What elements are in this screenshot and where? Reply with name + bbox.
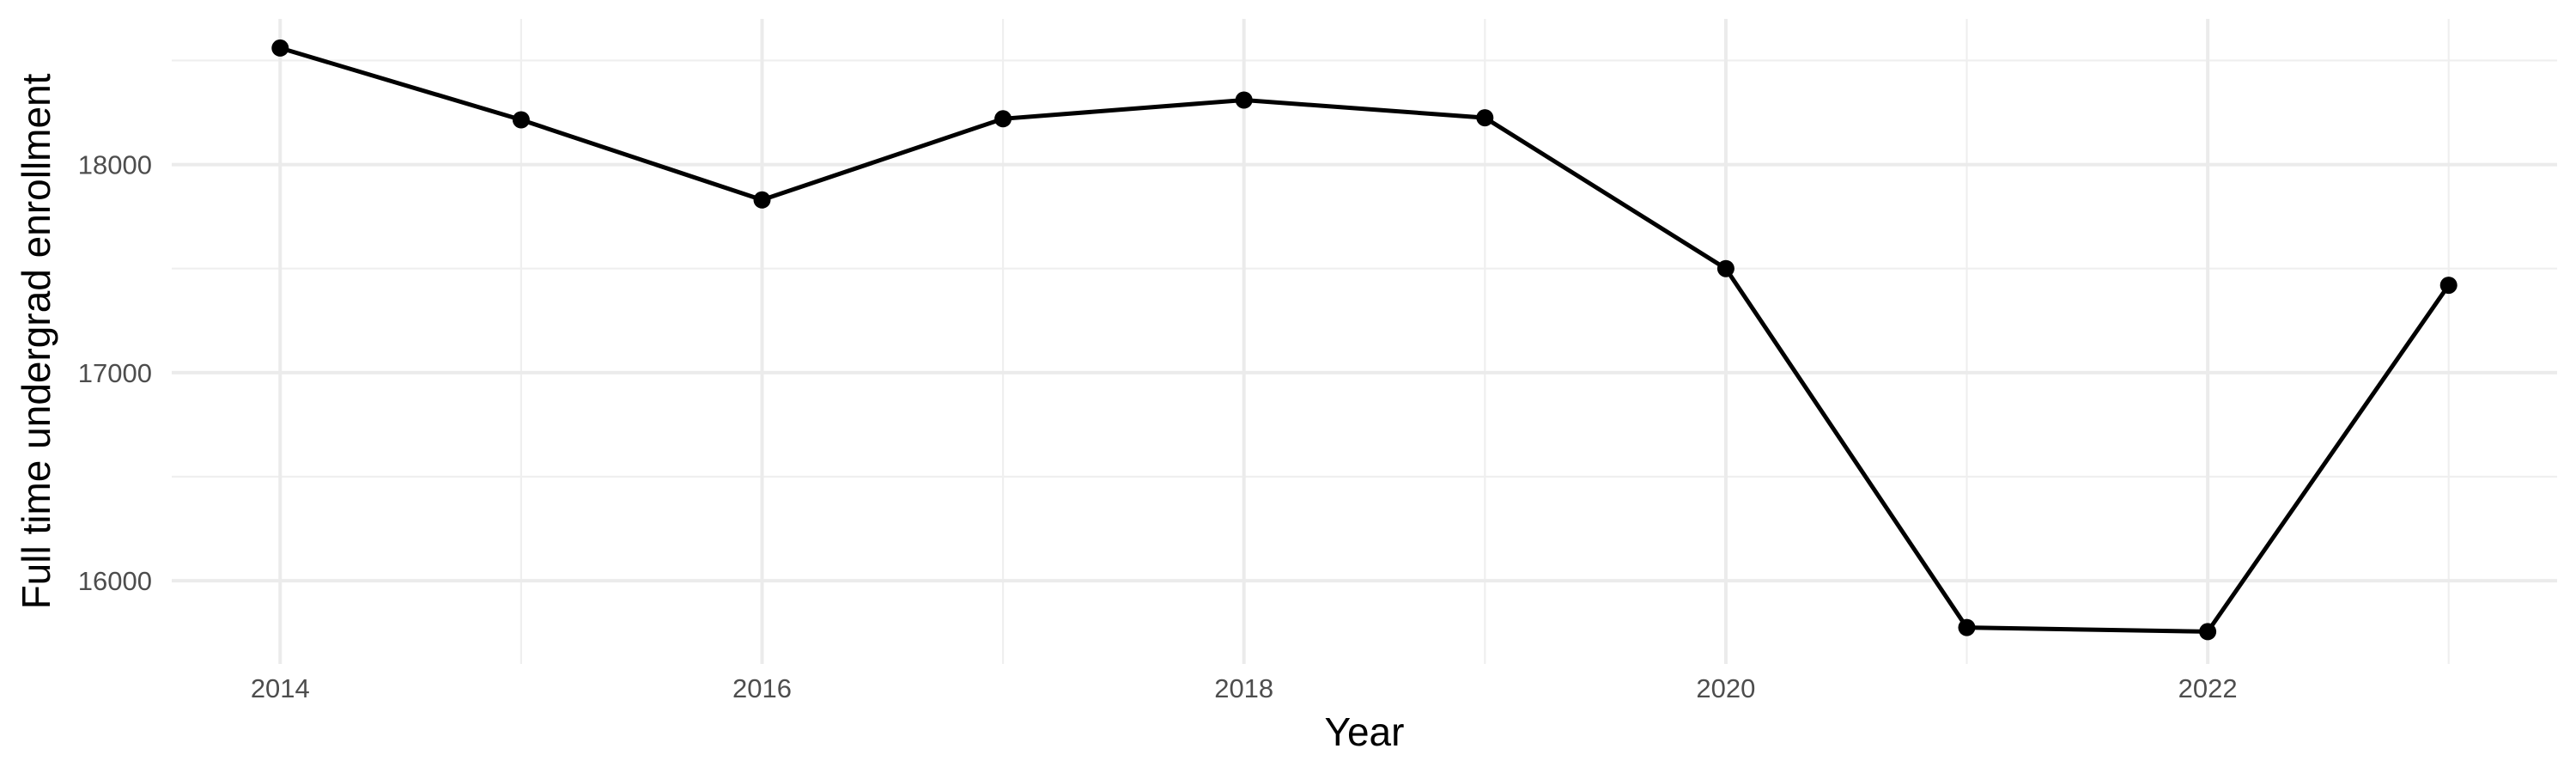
data-point [1958, 618, 1976, 636]
data-point-markers [271, 39, 2458, 641]
y-axis-title: Full time undergrad enrollment [14, 73, 58, 609]
y-tick-label: 18000 [78, 150, 152, 180]
data-point [271, 39, 289, 57]
minor-gridlines [172, 19, 2557, 664]
data-point [1716, 259, 1735, 277]
major-gridlines [172, 19, 2557, 664]
data-point [1235, 91, 1253, 109]
data-point [1476, 109, 1494, 127]
x-tick-label: 2016 [732, 673, 792, 703]
y-axis-tick-labels: 16000 17000 18000 [78, 150, 152, 596]
x-tick-label: 2018 [1214, 673, 1273, 703]
y-tick-label: 17000 [78, 358, 152, 388]
y-tick-label: 16000 [78, 566, 152, 596]
x-tick-label: 2020 [1696, 673, 1755, 703]
data-point [512, 111, 530, 129]
x-axis-tick-labels: 2014 2016 2018 2020 2022 [251, 673, 2238, 703]
data-point [2439, 277, 2458, 295]
x-axis-title: Year [1325, 709, 1405, 754]
x-tick-label: 2014 [251, 673, 310, 703]
data-point [753, 191, 771, 209]
x-tick-label: 2022 [2178, 673, 2238, 703]
data-point [994, 110, 1012, 128]
enrollment-series-line [279, 46, 2451, 634]
data-point [2199, 623, 2217, 641]
